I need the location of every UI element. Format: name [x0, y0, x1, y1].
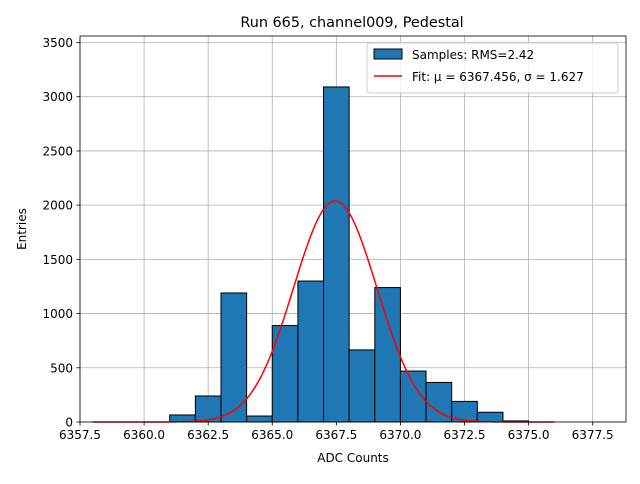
y-tick-label: 2000 [42, 199, 73, 213]
y-tick-label: 3500 [42, 36, 73, 50]
legend-swatch-samples [373, 48, 403, 60]
histogram-bar [323, 86, 350, 423]
y-axis-ticks: 0 500 1000 1500 2000 2500 3000 3500 [42, 36, 80, 430]
legend-label-fit: Fit: μ = 6367.456, σ = 1.627 [412, 70, 584, 84]
x-tick-label: 6375.0 [508, 428, 550, 442]
histogram-bar [348, 349, 376, 423]
x-tick-label: 6372.5 [444, 428, 486, 442]
histogram-bar [246, 415, 273, 423]
x-tick-label: 6367.5 [315, 428, 357, 442]
y-tick-label: 1000 [42, 307, 73, 321]
histogram-bar [476, 411, 504, 423]
y-axis-label: Entries [15, 208, 29, 250]
x-tick-label: 6362.5 [187, 428, 229, 442]
x-tick-label: 6365.0 [251, 428, 293, 442]
x-tick-label: 6357.5 [59, 428, 101, 442]
y-tick-label: 0 [65, 416, 73, 430]
histogram-bar [297, 280, 325, 423]
histogram-bars [169, 86, 530, 423]
chart-title: Run 665, channel009, Pedestal [240, 15, 463, 31]
y-tick-label: 2500 [42, 144, 73, 158]
x-axis-ticks: 6357.5 6360.0 6362.5 6365.0 6367.5 6370.0 6372… [59, 422, 614, 442]
y-tick-label: 500 [50, 361, 73, 375]
x-tick-label: 6370.0 [379, 428, 421, 442]
legend-label-samples: Samples: RMS=2.42 [412, 48, 534, 62]
x-tick-label: 6360.0 [123, 428, 165, 442]
x-axis-label: ADC Counts [317, 451, 389, 465]
legend: Samples: RMS=2.42 Fit: μ = 6367.456, σ =… [366, 42, 619, 94]
y-tick-label: 1500 [42, 253, 73, 267]
y-tick-label: 3000 [42, 90, 73, 104]
plot-frame [79, 35, 627, 423]
histogram-bar [374, 287, 401, 423]
legend-box [366, 42, 619, 94]
x-tick-label: 6377.5 [572, 428, 614, 442]
